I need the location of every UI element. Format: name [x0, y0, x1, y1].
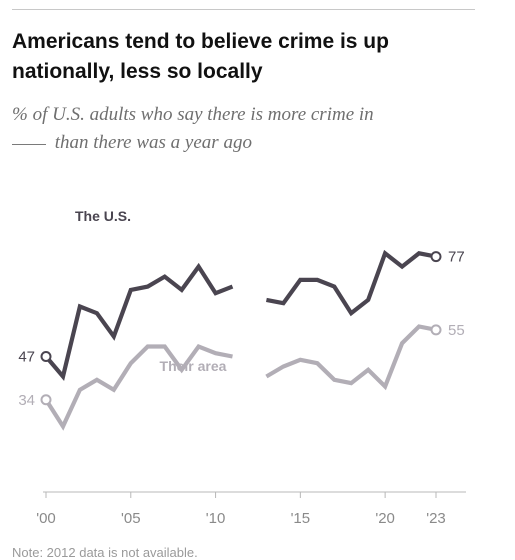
chart-note: Note: 2012 data is not available.: [12, 545, 198, 560]
series-label-us: The U.S.: [75, 208, 131, 224]
series-line-area: [44, 343, 233, 431]
chart-subtitle: % of U.S. adults who say there is more c…: [12, 101, 482, 157]
x-tick-label: '00: [36, 510, 56, 527]
line-chart: '00 '05 '10 '15 '20 '23 47 77 34 55 The U.S. Their …: [18, 208, 466, 527]
x-tick-label: '15: [291, 510, 311, 527]
top-rule: [12, 9, 475, 10]
series-line-us: [265, 249, 437, 317]
start-marker-us: [40, 350, 52, 362]
subtitle-line-1: % of U.S. adults who say there is more c…: [12, 104, 374, 125]
x-tick-label: '05: [121, 510, 141, 527]
series-label-area: Their area: [160, 358, 227, 374]
series-line-us: [44, 262, 234, 382]
end-value-label-area: 55: [448, 322, 465, 339]
end-value-label-us: 77: [448, 249, 465, 266]
subtitle-blank: [12, 143, 46, 145]
end-marker-area: [430, 324, 442, 336]
start-value-label-us: 47: [18, 348, 35, 365]
start-value-label-area: 34: [18, 392, 35, 409]
series-line-area: [265, 324, 437, 391]
chart-title: Americans tend to believe crime is up na…: [12, 30, 389, 83]
x-tick-label: '20: [375, 510, 395, 527]
start-marker-area: [40, 394, 52, 406]
x-tick-label: '10: [206, 510, 226, 527]
subtitle-line-2: than there was a year ago: [54, 132, 252, 153]
end-marker-us: [430, 251, 442, 263]
x-tick-label: '23: [426, 510, 446, 527]
